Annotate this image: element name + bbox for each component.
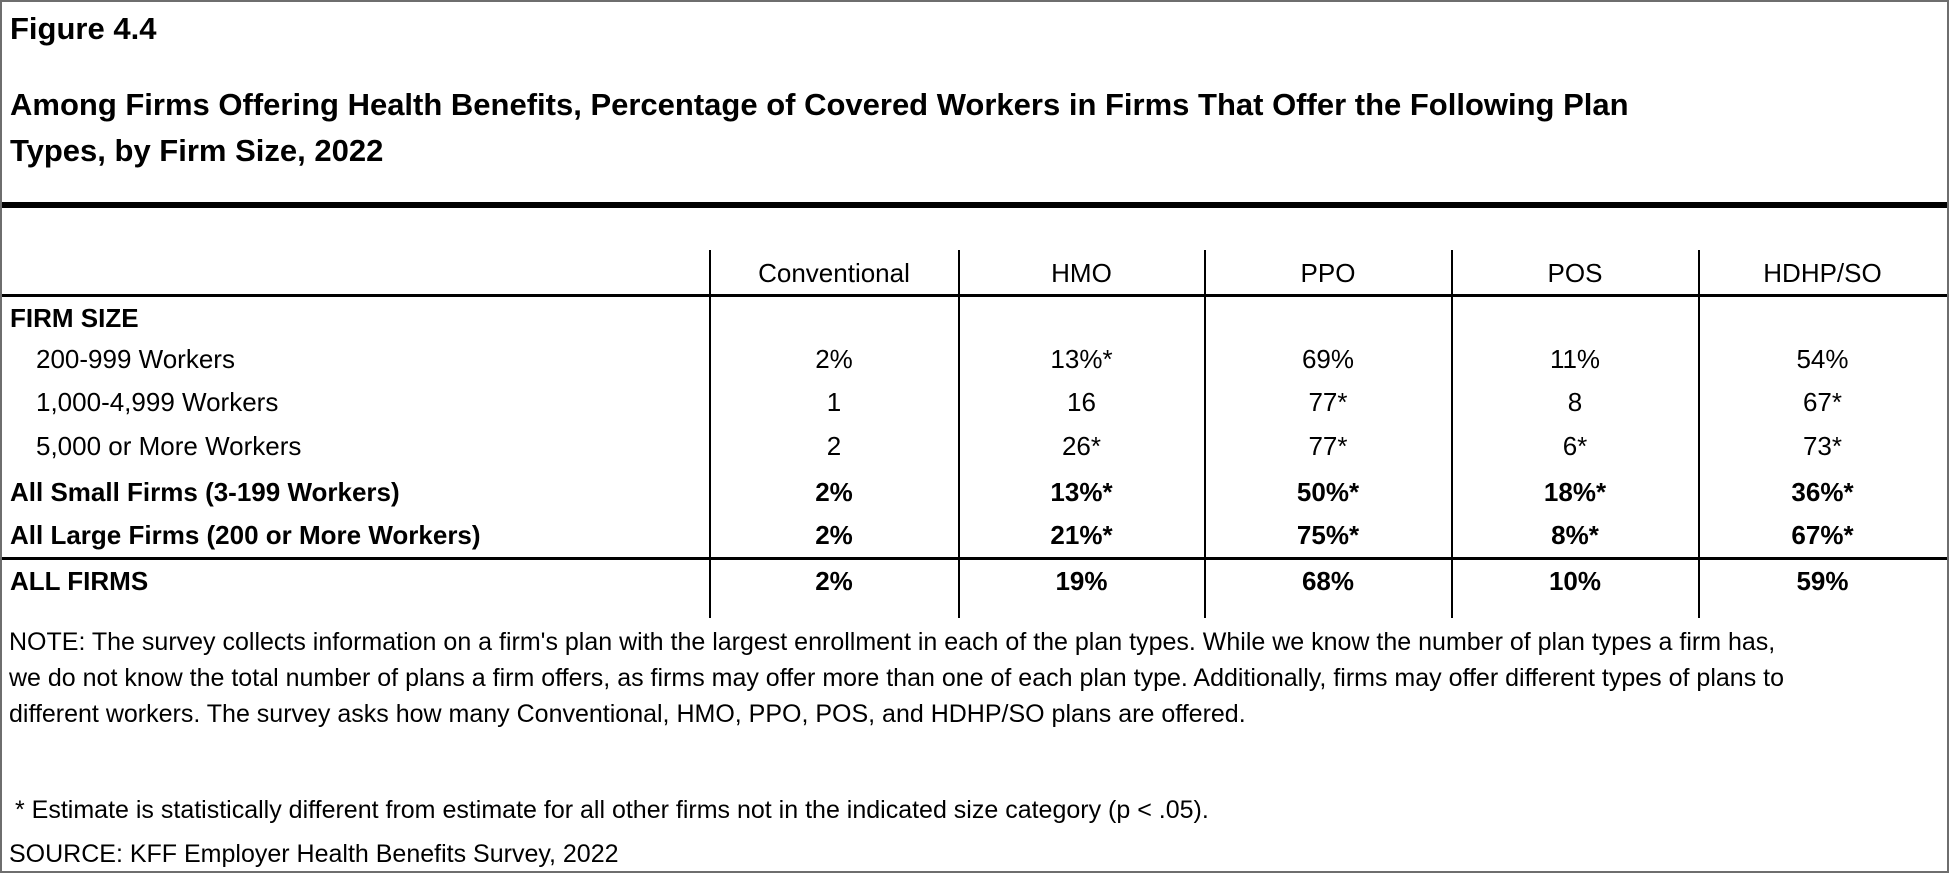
cell-1000-4999-pos: 8 [1567,387,1583,417]
cell-all-small-conventional: 2% [815,477,853,507]
cell-all-firms-conventional: 2% [815,566,853,596]
cell-200-999-pos: 11% [1549,344,1601,374]
cell-all-small-hdhpso: 36%* [1791,477,1854,507]
cell-1000-4999-hmo: 16 [1067,387,1096,417]
all-firms-top-rule [2,557,1947,560]
cell-all-firms-ppo: 68% [1301,566,1355,596]
col-header-hdhpso: HDHP/SO [1763,258,1882,288]
note-line-2: we do not know the total number of plans… [9,664,1784,692]
note-line-1: NOTE: The survey collects information on… [9,628,1776,656]
cell-all-large-hdhpso: 67%* [1791,520,1854,550]
title-divider-rule [2,202,1947,208]
cell-all-firms-hdhpso: 59% [1796,566,1849,596]
col-header-hmo: HMO [1051,258,1112,288]
cell-200-999-hmo: 13%* [1050,344,1113,374]
figure-number: Figure 4.4 [10,11,157,46]
row-label-5000-plus: 5,000 or More Workers [36,431,302,461]
source-line: SOURCE: KFF Employer Health Benefits Sur… [9,840,619,868]
cell-5000-plus-conventional: 2 [826,431,842,461]
cell-5000-plus-hmo: 26* [1061,431,1102,461]
cell-all-firms-pos: 10% [1548,566,1602,596]
header-bottom-rule [2,294,1947,297]
row-label-200-999: 200-999 Workers [36,344,235,374]
cell-all-small-pos: 18%* [1543,477,1607,507]
cell-all-small-ppo: 50%* [1296,477,1360,507]
col-header-ppo: PPO [1300,258,1356,288]
figure-title-line-2: Types, by Firm Size, 2022 [10,133,384,168]
cell-5000-plus-hdhpso: 73* [1802,431,1843,461]
column-divider [709,250,711,618]
figure-title: Among Firms Offering Health Benefits, Pe… [10,82,1930,174]
section-header-firm-size: FIRM SIZE [10,303,139,333]
column-divider [1204,250,1206,618]
cell-1000-4999-conventional: 1 [826,387,842,417]
cell-all-firms-hmo: 19% [1055,566,1108,596]
cell-200-999-ppo: 69% [1301,344,1355,374]
cell-5000-plus-pos: 6* [1562,431,1588,461]
figure-title-line-1: Among Firms Offering Health Benefits, Pe… [10,87,1629,122]
cell-all-large-ppo: 75%* [1296,520,1360,550]
note-paragraph: NOTE: The survey collects information on… [9,624,1944,732]
cell-200-999-hdhpso: 54% [1796,344,1849,374]
column-divider [958,250,960,618]
cell-all-small-hmo: 13%* [1050,477,1113,507]
column-divider [1451,250,1453,618]
cell-all-large-hmo: 21%* [1050,520,1113,550]
column-divider [1698,250,1700,618]
cell-5000-plus-ppo: 77* [1308,431,1348,461]
row-label-all-firms: ALL FIRMS [10,566,149,596]
cell-1000-4999-hdhpso: 67* [1802,387,1843,417]
row-label-1000-4999: 1,000-4,999 Workers [36,387,279,417]
cell-all-large-conventional: 2% [815,520,853,550]
row-label-all-large-firms: All Large Firms (200 or More Workers) [10,520,481,550]
cell-200-999-conventional: 2% [815,344,853,374]
statistical-footnote: * Estimate is statistically different fr… [15,796,1209,824]
cell-all-large-pos: 8%* [1551,520,1599,550]
col-header-pos: POS [1547,258,1603,288]
note-line-3: different workers. The survey asks how m… [9,700,1246,728]
cell-1000-4999-ppo: 77* [1308,387,1348,417]
col-header-conventional: Conventional [758,258,910,288]
row-label-all-small-firms: All Small Firms (3-199 Workers) [10,477,400,507]
